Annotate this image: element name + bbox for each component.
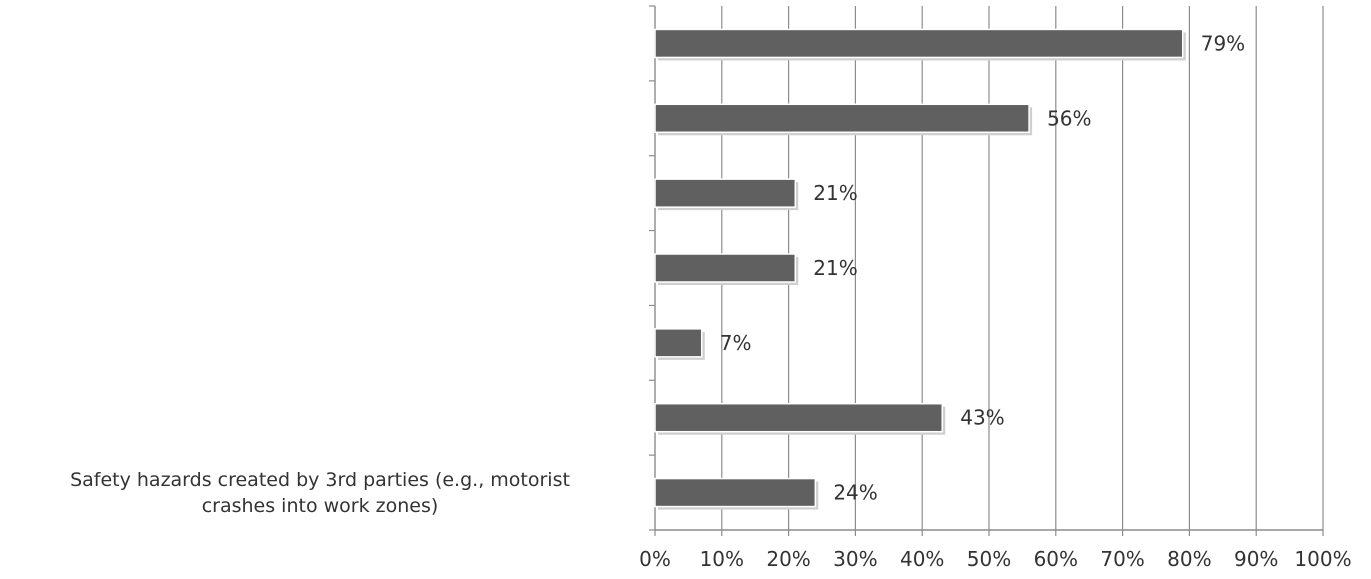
bar	[654, 402, 943, 433]
bar	[654, 178, 797, 208]
category-label: Safety hazards created by 3rd parties (e…	[0, 467, 640, 519]
bar-value-label: 43%	[960, 406, 1004, 430]
bar-value-label: 21%	[813, 181, 857, 205]
x-tick-label: 20%	[766, 547, 810, 571]
category-label-line: crashes into work zones)	[201, 494, 439, 517]
bar-value-label: 56%	[1047, 106, 1091, 130]
x-tick-label: 60%	[1034, 547, 1078, 571]
x-tick-label: 80%	[1167, 547, 1211, 571]
bar-value-label: 24%	[833, 481, 877, 505]
bar	[654, 28, 1184, 59]
x-tick-label: 10%	[700, 547, 744, 571]
category-label-line: Safety hazards created by 3rd parties (e…	[70, 468, 570, 491]
bar-value-label: 7%	[720, 331, 752, 355]
x-tick-label: 40%	[900, 547, 944, 571]
bar	[654, 103, 1030, 134]
x-tick-label: 30%	[833, 547, 877, 571]
x-tick-label: 70%	[1100, 547, 1144, 571]
bar	[654, 477, 817, 508]
bar-value-label: 79%	[1201, 31, 1245, 55]
x-tick-label: 0%	[639, 547, 671, 571]
bar	[654, 253, 797, 283]
x-tick-label: 100%	[1294, 547, 1351, 571]
bar	[654, 328, 703, 358]
x-tick-label: 50%	[967, 547, 1011, 571]
bar-value-label: 21%	[813, 256, 857, 280]
x-tick-label: 90%	[1234, 547, 1278, 571]
